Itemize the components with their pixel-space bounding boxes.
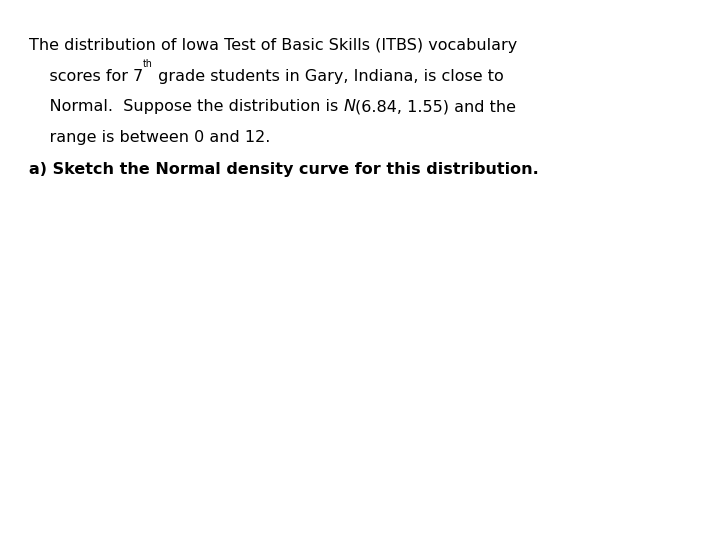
Text: grade students in Gary, Indiana, is close to: grade students in Gary, Indiana, is clos… bbox=[153, 69, 504, 84]
Text: scores for 7: scores for 7 bbox=[29, 69, 143, 84]
Text: range is between 0 and 12.: range is between 0 and 12. bbox=[29, 130, 270, 145]
Text: (6.84, 1.55) and the: (6.84, 1.55) and the bbox=[355, 99, 516, 114]
Text: a) Sketch the Normal density curve for this distribution.: a) Sketch the Normal density curve for t… bbox=[29, 163, 539, 178]
Text: th: th bbox=[143, 59, 153, 70]
Text: N: N bbox=[343, 99, 355, 114]
Text: Normal.  Suppose the distribution is: Normal. Suppose the distribution is bbox=[29, 99, 343, 114]
Text: The distribution of Iowa Test of Basic Skills (ITBS) vocabulary: The distribution of Iowa Test of Basic S… bbox=[29, 38, 517, 53]
